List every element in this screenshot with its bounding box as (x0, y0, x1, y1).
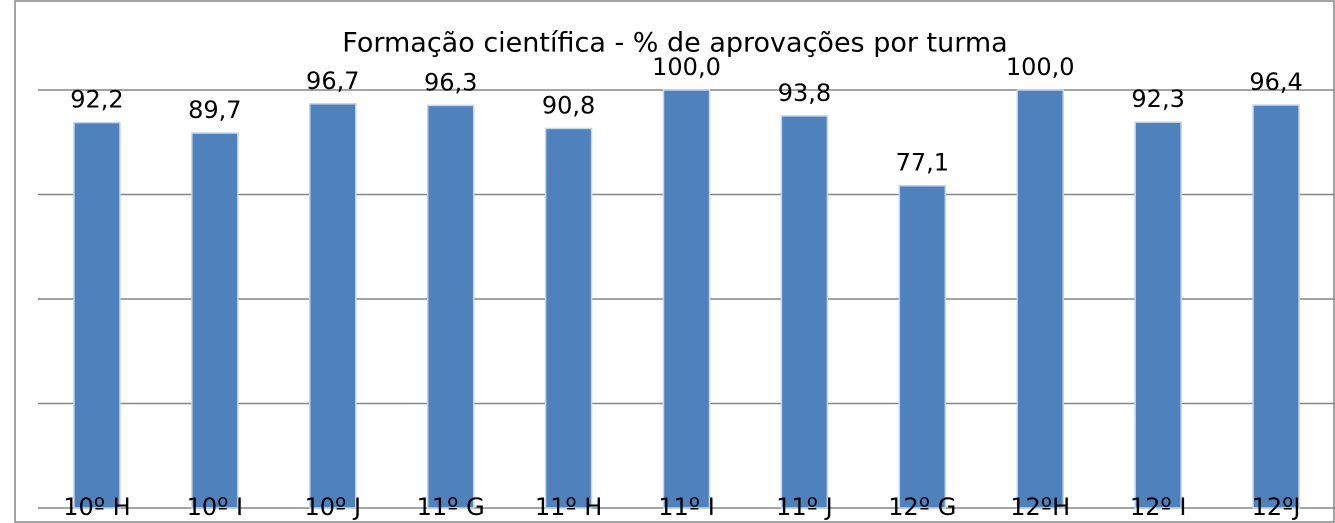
value-label: 96,3 (424, 68, 477, 96)
x-tick-label: 10º H (63, 493, 131, 521)
bar (1134, 121, 1182, 509)
bar (780, 115, 829, 509)
x-tick-label: 11º I (658, 493, 715, 521)
x-tick-label: 12ºJ (1252, 493, 1301, 521)
bar (544, 127, 593, 509)
bar (898, 184, 947, 509)
value-label: 92,3 (1131, 85, 1184, 113)
value-label: 77,1 (896, 149, 949, 177)
value-label: 93,8 (778, 79, 831, 107)
value-label: 96,4 (1249, 68, 1302, 96)
x-tick-label: 11º J (776, 493, 833, 521)
chart-title: Formação científica - % de aprovações po… (342, 28, 1007, 59)
value-label: 89,7 (188, 96, 241, 124)
x-tick-label: 11º G (417, 493, 485, 521)
bar (426, 104, 475, 509)
x-tick-label: 11º H (535, 493, 603, 521)
x-tick-label: 10º J (304, 493, 361, 521)
x-tick-label: 12º I (1130, 493, 1187, 521)
value-label: 100,0 (1006, 53, 1075, 81)
bar (73, 121, 121, 509)
x-tick-label: 12º G (888, 493, 956, 521)
value-label: 92,2 (70, 86, 123, 114)
bar (191, 132, 239, 509)
bar (1252, 104, 1300, 509)
x-tick-label: 10º I (187, 493, 244, 521)
value-label: 96,7 (306, 67, 359, 95)
bar (309, 103, 357, 509)
value-label: 90,8 (542, 91, 595, 119)
bar (1016, 89, 1064, 509)
bar (662, 89, 711, 509)
x-tick-label: 12ºH (1010, 493, 1070, 521)
value-label: 100,0 (652, 53, 721, 81)
